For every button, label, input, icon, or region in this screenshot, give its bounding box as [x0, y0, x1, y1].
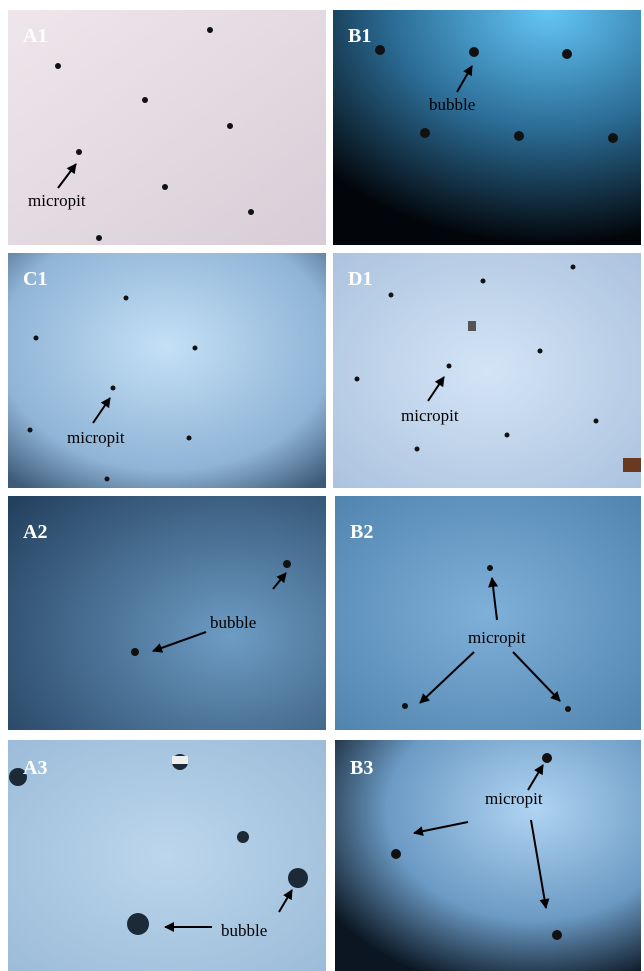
panel-b3: B3 micropit — [335, 740, 641, 971]
annotation: micropit — [485, 789, 543, 808]
annotation: micropit — [468, 628, 526, 647]
panel-b1: B1 bubble — [333, 10, 641, 245]
annotation: bubble — [210, 613, 256, 632]
panel-b2: B2 micropit — [335, 496, 641, 730]
panel-label: A3 — [23, 757, 47, 779]
panel-label: B2 — [350, 521, 373, 543]
annotation: micropit — [67, 428, 125, 447]
annotation: micropit — [28, 191, 86, 210]
panel-label: B3 — [350, 757, 373, 779]
panel-a3: A3 bubble — [8, 740, 326, 971]
panel-a2: A2 bubble — [8, 496, 326, 730]
figure: A1 micropit B1 bubble C1 micropit D1 mic… — [0, 0, 644, 971]
panel-label: C1 — [23, 268, 47, 290]
panel-d1: D1 micropit — [333, 253, 641, 488]
annotation: micropit — [401, 406, 459, 425]
panel-label: A2 — [23, 521, 47, 543]
panel-label: D1 — [348, 268, 372, 290]
panel-label: B1 — [348, 25, 371, 47]
panel-c1: C1 micropit — [8, 253, 326, 488]
annotation: bubble — [429, 95, 475, 114]
annotation: bubble — [221, 921, 267, 940]
panel-label: A1 — [23, 25, 47, 47]
panel-a1: A1 micropit — [8, 10, 326, 245]
